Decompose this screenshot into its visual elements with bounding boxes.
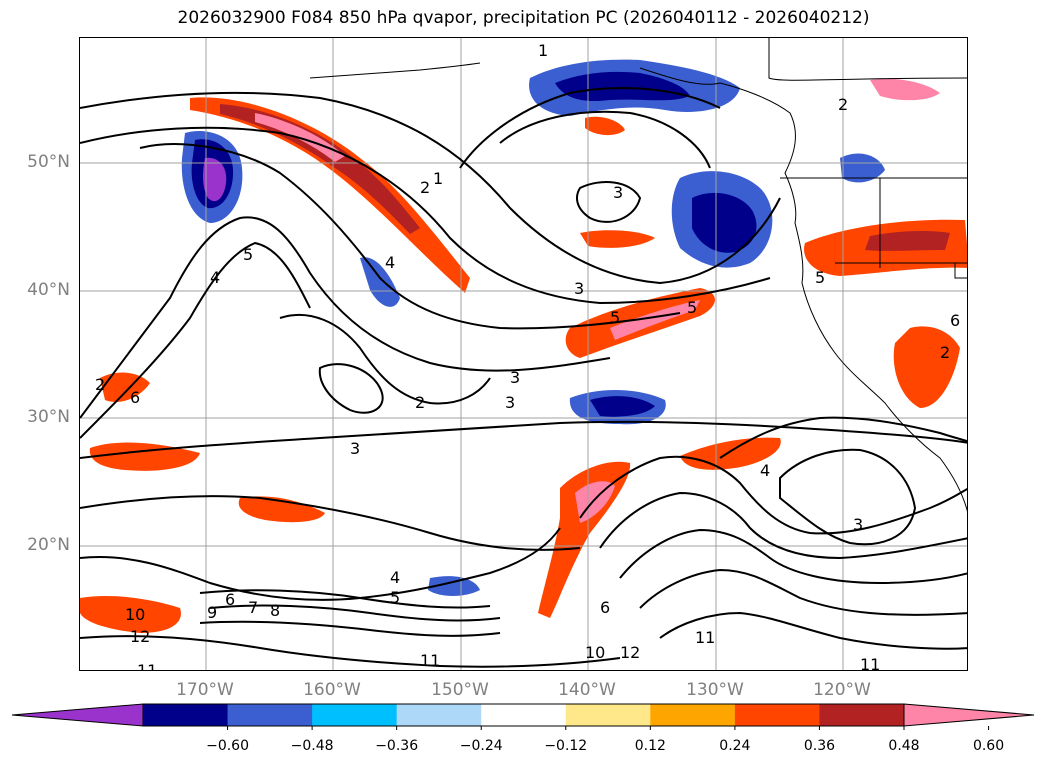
map-canvas: 1 1 2 2 2 2 2 3 3 3 3 3 3 4 4 4 4 5 5 5 … xyxy=(80,38,967,671)
lon-label: 130°W xyxy=(686,680,744,700)
colorbar-tick-label: −0.24 xyxy=(459,738,503,754)
contour-label: 3 xyxy=(350,439,360,458)
map-panel: 1 1 2 2 2 2 2 3 3 3 3 3 3 4 4 4 4 5 5 5 … xyxy=(79,37,968,671)
contour-label: 1 xyxy=(433,169,443,188)
contour-label: 6 xyxy=(225,590,235,609)
colorbar-tick-label: −0.36 xyxy=(375,738,419,754)
colorbar-tick-label: 0.12 xyxy=(634,738,666,754)
contour-label: 10 xyxy=(585,643,605,662)
contour-label: 2 xyxy=(940,343,950,362)
contour-label: 10 xyxy=(125,605,145,624)
contour-label: 3 xyxy=(505,393,515,412)
contour-label: 3 xyxy=(613,183,623,202)
colorbar-extend-min xyxy=(11,703,144,727)
graticule xyxy=(80,38,967,670)
lat-label: 50°N xyxy=(27,152,70,172)
colorbar-segment xyxy=(312,704,398,726)
colorbar-tick-label: 0.24 xyxy=(719,738,751,754)
colorbar-tick-label: −0.60 xyxy=(206,738,249,754)
contour-label: 11 xyxy=(860,655,880,671)
colorbar-segment xyxy=(734,704,820,726)
contour-label: 2 xyxy=(420,178,430,197)
contour-label: 5 xyxy=(610,308,620,327)
contour-label: 7 xyxy=(248,598,258,617)
lon-label: 140°W xyxy=(558,680,616,700)
contour-label: 2 xyxy=(415,393,425,412)
colorbar-tick-label: 0.60 xyxy=(972,738,1005,754)
lat-label: 20°N xyxy=(27,535,70,555)
colorbar-segment xyxy=(396,704,482,726)
contour-label: 8 xyxy=(270,601,280,620)
lon-label: 160°W xyxy=(303,680,361,700)
colorbar-segment xyxy=(650,704,736,726)
lat-label: 40°N xyxy=(27,280,70,300)
colorbar-tick-label: 0.48 xyxy=(888,738,920,754)
lat-label: 30°N xyxy=(27,407,70,427)
contour-label: 6 xyxy=(600,598,610,617)
contour-label: 3 xyxy=(574,279,584,298)
colorbar-segment xyxy=(565,704,651,726)
contour-label: 5 xyxy=(390,588,400,607)
contour-label: 2 xyxy=(95,375,105,394)
contour-label: 9 xyxy=(207,603,217,622)
lon-label: 120°W xyxy=(813,680,871,700)
contour-label: 12 xyxy=(620,643,640,662)
contour-label: 3 xyxy=(853,515,863,534)
contour-label: 4 xyxy=(760,461,770,480)
contour-label: 6 xyxy=(130,388,140,407)
colorbar-tick-label: −0.48 xyxy=(290,738,334,754)
qvapor-contours xyxy=(80,87,967,668)
contour-label: 3 xyxy=(510,368,520,387)
lon-label: 150°W xyxy=(431,680,489,700)
colorbar-segment xyxy=(227,704,313,726)
colorbar-segment xyxy=(819,704,905,726)
contour-label: 2 xyxy=(838,95,848,114)
coastlines xyxy=(309,38,967,512)
map-title: 2026032900 F084 850 hPa qvapor, precipit… xyxy=(177,8,870,28)
colorbar-extend-max xyxy=(903,703,1035,727)
colorbar-segment xyxy=(143,704,229,726)
contour-label: 11 xyxy=(420,651,440,670)
colorbar-outline xyxy=(142,703,905,727)
contour-label: 1 xyxy=(538,41,548,60)
contour-label: 5 xyxy=(687,298,697,317)
contour-label: 6 xyxy=(950,311,960,330)
precip-anomaly-fills xyxy=(80,59,967,633)
lon-label: 170°W xyxy=(176,680,234,700)
contour-labels: 1 1 2 2 2 2 2 3 3 3 3 3 3 4 4 4 4 5 5 5 … xyxy=(95,41,960,671)
colorbar-segments xyxy=(11,703,1035,730)
contour-label: 4 xyxy=(210,268,220,287)
contour-label: 4 xyxy=(390,568,400,587)
colorbar-tick-label: −0.12 xyxy=(544,738,588,754)
contour-label: 4 xyxy=(385,253,395,272)
contour-label: 11 xyxy=(695,628,715,647)
contour-label: 5 xyxy=(815,268,825,287)
contour-label: 11 xyxy=(137,661,157,671)
contour-label: 12 xyxy=(130,627,150,646)
colorbar-segment xyxy=(481,704,567,726)
colorbar-tick-label: 0.36 xyxy=(803,738,836,754)
contour-label: 5 xyxy=(243,245,253,264)
